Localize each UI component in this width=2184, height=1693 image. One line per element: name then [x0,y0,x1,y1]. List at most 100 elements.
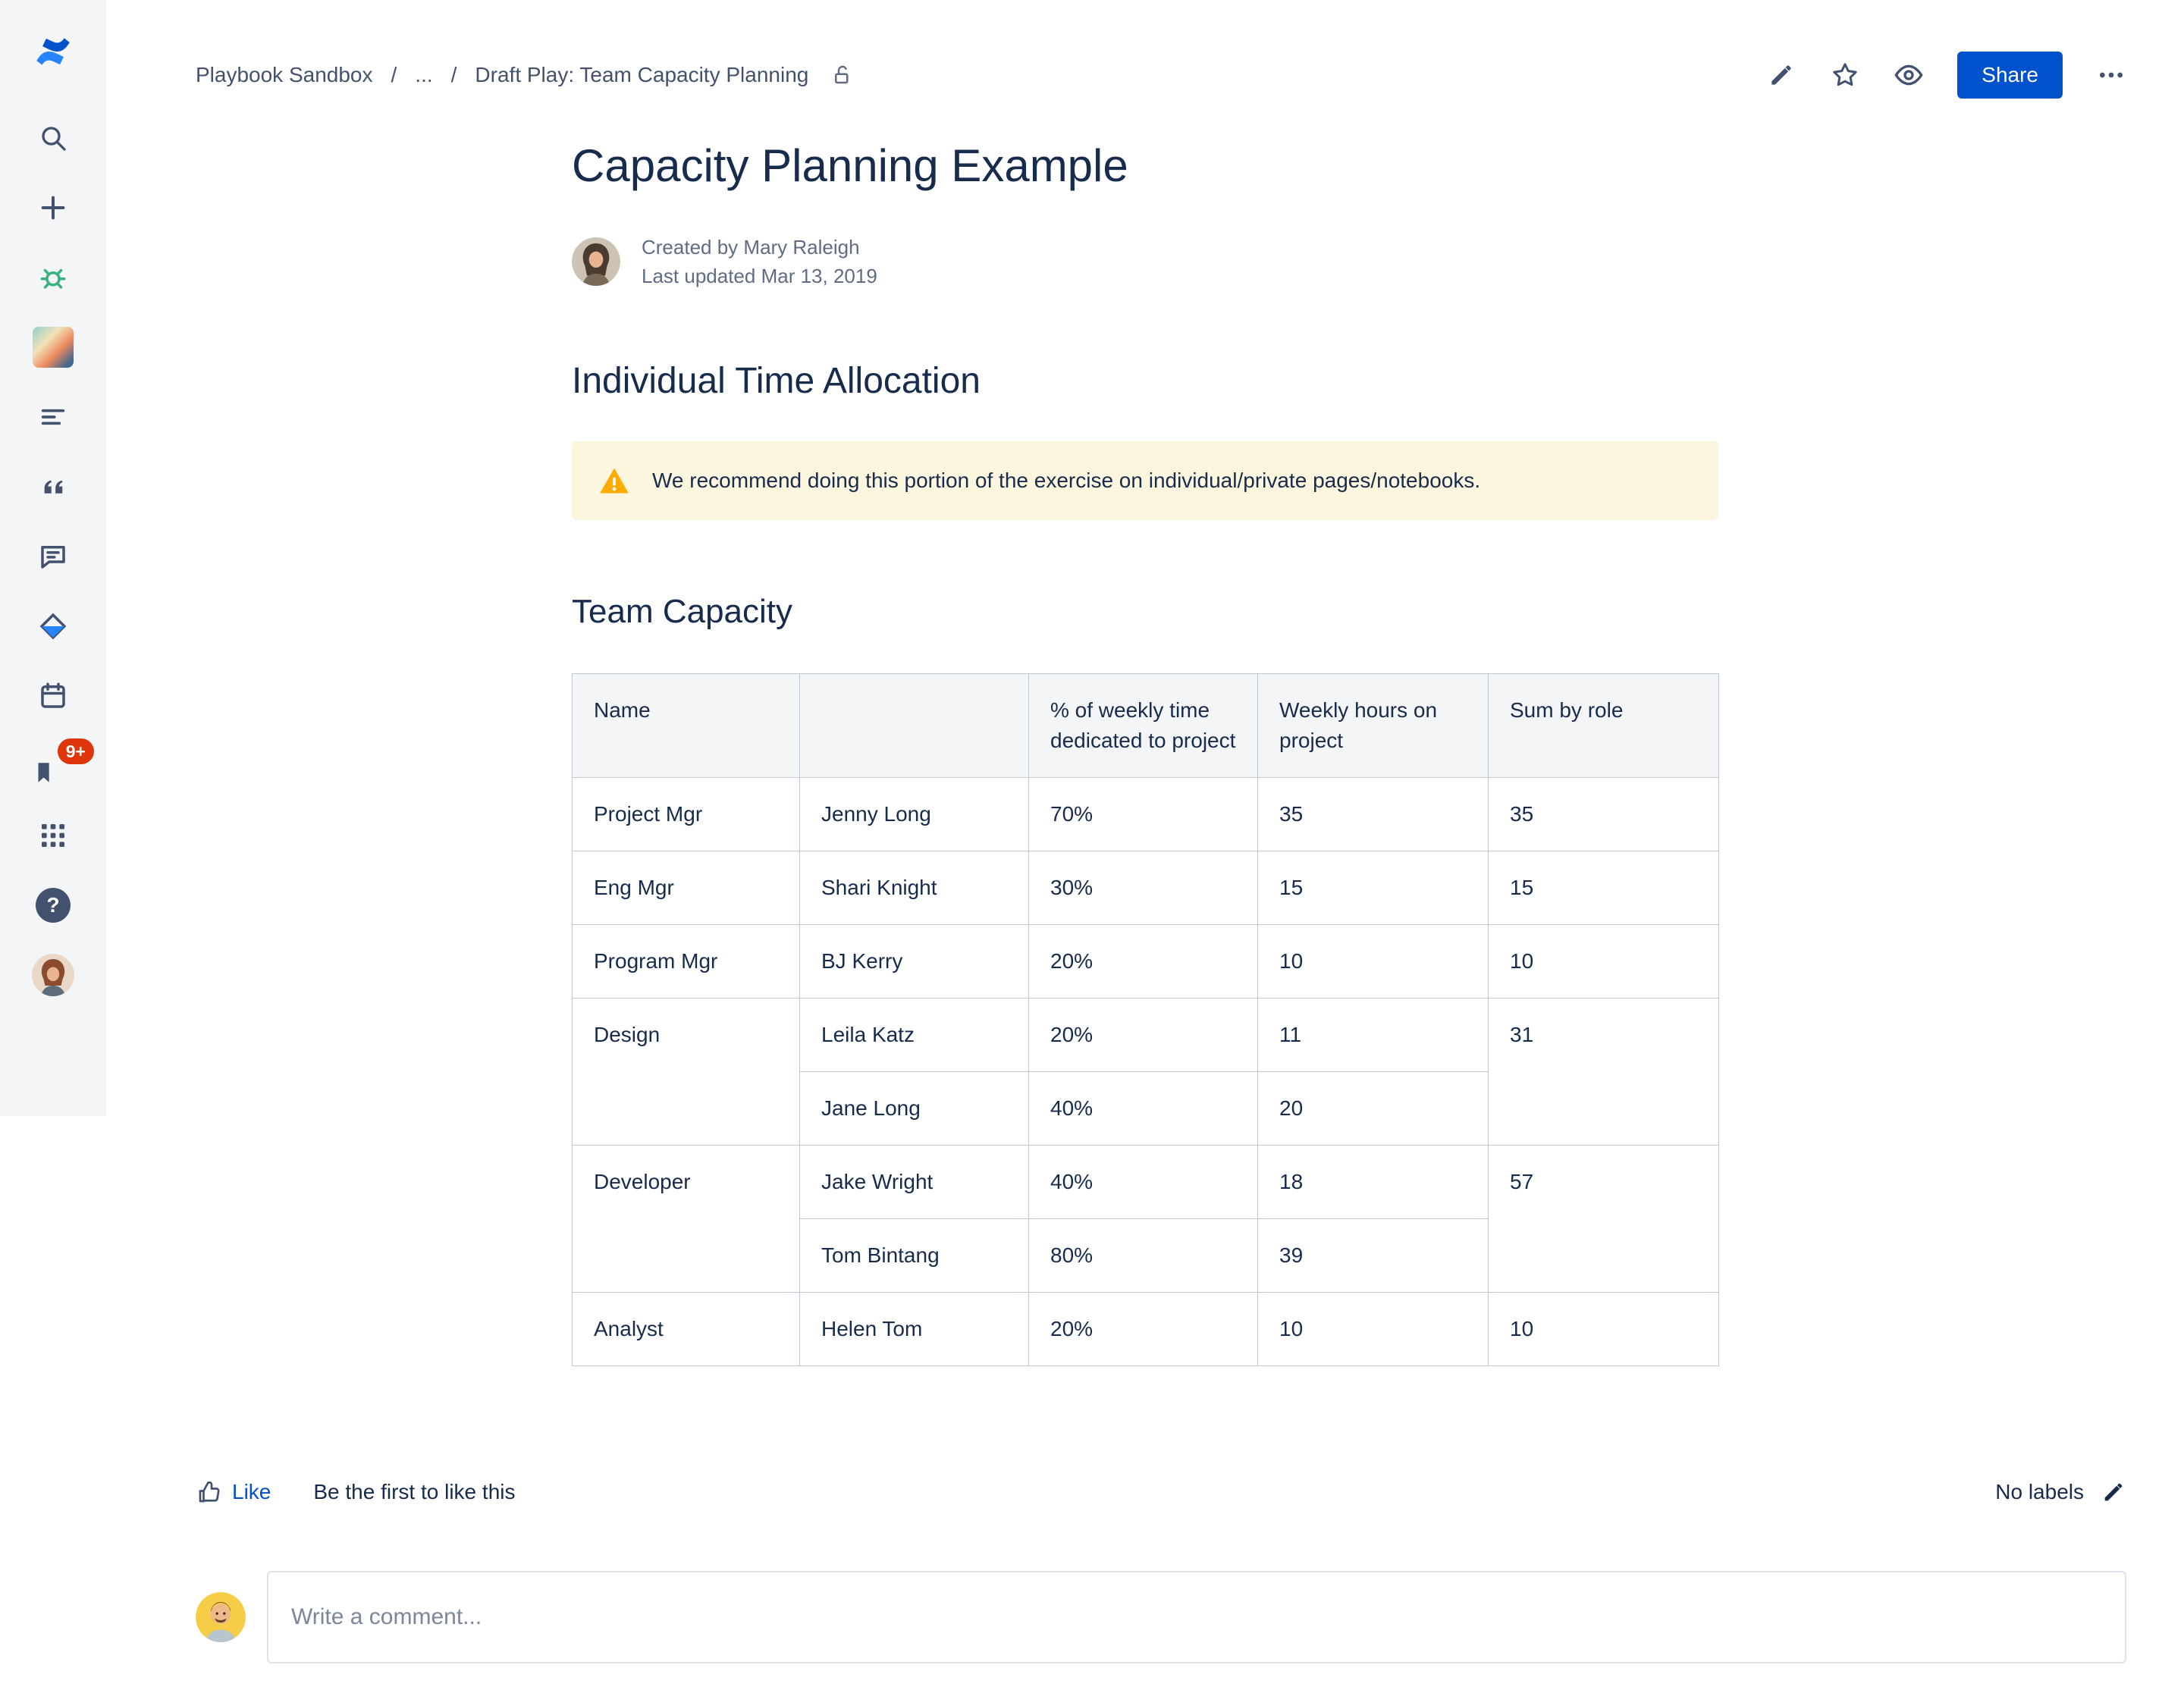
breadcrumb-page-link[interactable]: Draft Play: Team Capacity Planning [475,63,809,86]
sidebar-user-avatar-image [32,954,74,996]
space-avatar-thumbnail [33,327,74,368]
table-row: Developer Jake Wright 40% 18 57 [572,1145,1719,1293]
cell-hours: 18 [1257,1145,1489,1219]
page-footer: Like Be the first to like this No labels [196,1478,2126,1506]
edit-labels-icon[interactable] [2101,1479,2126,1505]
more-ellipsis-icon[interactable] [2096,60,2126,90]
cell-percent: 30% [1028,851,1258,925]
capacity-table-body: Project Mgr Jenny Long 70% 35 35 Eng Mgr Shari… [572,777,1719,1366]
calendar-icon[interactable] [0,675,106,717]
cell-hours: 10 [1257,1292,1489,1366]
last-updated: Last updated Mar 13, 2019 [642,265,877,287]
unlock-icon[interactable] [831,64,854,86]
table-row: Analyst Helen Tom 20% 10 10 [572,1292,1719,1366]
cell-role: Project Mgr [572,777,800,851]
breadcrumb-separator: / [450,63,457,86]
like-hint: Be the first to like this [313,1480,516,1503]
col-header-name: Name [572,673,800,778]
cell-hours: 35 [1257,777,1489,851]
help-icon[interactable]: ? [0,884,106,926]
cell-hours: 39 [1257,1218,1489,1293]
help-glyph: ? [46,893,60,917]
cell-percent: 20% [1028,998,1258,1072]
cell-sum: 10 [1488,924,1719,999]
cell-role: Design [572,998,800,1146]
main-area: Playbook Sandbox / ... / Draft Play: Tea… [106,0,2184,1663]
create-plus-icon[interactable] [0,187,106,229]
diamond-icon[interactable] [0,605,106,647]
space-avatar[interactable] [0,326,106,368]
byline: Created by Mary Raleigh Last updated Mar… [572,233,1718,290]
cell-percent: 20% [1028,924,1258,999]
cell-role: Eng Mgr [572,851,800,925]
app-grid-icon[interactable] [0,814,106,857]
cell-hours: 20 [1257,1071,1489,1146]
col-header-sum-by-role: Sum by role [1488,673,1719,778]
labels-text: No labels [1995,1480,2084,1503]
created-by: Created by Mary Raleigh [642,236,860,259]
sidebar-user-avatar[interactable] [0,954,106,996]
table-row: Project Mgr Jenny Long 70% 35 35 [572,777,1719,851]
cell-percent: 70% [1028,777,1258,851]
align-left-icon[interactable] [0,396,106,438]
breadcrumb-ellipsis-link[interactable]: ... [415,63,433,86]
page-topbar: Playbook Sandbox / ... / Draft Play: Tea… [106,0,2184,99]
team-capacity-heading: Team Capacity [572,593,793,630]
breadcrumb-space-link[interactable]: Playbook Sandbox [196,63,373,86]
page-content: Capacity Planning Example Created by Mar… [572,140,1719,1366]
like-label: Like [232,1480,271,1503]
table-row: Design Leila Katz 20% 11 31 [572,998,1719,1146]
cell-hours: 15 [1257,851,1489,925]
page-actions: Share [1766,52,2126,99]
cell-sum: 15 [1488,851,1719,925]
cell-role: Program Mgr [572,924,800,999]
confluence-logo[interactable] [0,30,106,73]
cell-hours: 11 [1257,998,1489,1072]
cell-percent: 40% [1028,1145,1258,1219]
comment-bubble-icon[interactable] [0,535,106,578]
col-header-percent: % of weekly time dedicated to project [1028,673,1258,778]
cell-name: Leila Katz [799,998,1029,1072]
cell-sum: 35 [1488,777,1719,851]
commenter-avatar [196,1592,246,1642]
breadcrumb-separator: / [391,63,397,86]
warning-panel: We recommend doing this portion of the e… [572,441,1718,520]
table-header-row: Name % of weekly time dedicated to proje… [572,673,1719,778]
cell-sum: 31 [1488,998,1719,1146]
individual-heading: Individual Time Allocation [572,361,981,401]
table-row: Jane Long 40% 20 [573,1071,1719,1146]
share-button[interactable]: Share [1957,52,2063,99]
table-row: Program Mgr BJ Kerry 20% 10 10 [572,924,1719,999]
author-avatar[interactable] [572,237,620,286]
cell-hours: 10 [1257,924,1489,999]
star-icon[interactable] [1830,60,1860,90]
cell-role: Developer [572,1145,800,1293]
cell-role: Analyst [572,1292,800,1366]
cell-name: Jane Long [799,1071,1029,1146]
cell-percent: 40% [1028,1071,1258,1146]
cell-name: Tom Bintang [799,1218,1029,1293]
edit-pencil-icon[interactable] [1766,60,1796,90]
quote-icon[interactable] [0,466,106,508]
thumbs-up-icon [199,1481,220,1503]
watch-eye-icon[interactable] [1894,60,1924,90]
cell-sum: 10 [1488,1292,1719,1366]
warning-text: We recommend doing this portion of the e… [652,469,1481,492]
flag-notifications-icon[interactable]: 9+ [0,738,106,787]
cell-name: Jenny Long [799,777,1029,851]
like-group: Like Be the first to like this [196,1478,515,1506]
cell-name: Shari Knight [799,851,1029,925]
cell-name: Jake Wright [799,1145,1029,1219]
like-button[interactable]: Like [196,1478,271,1506]
confluence-logo-icon [36,38,70,65]
green-bug-icon[interactable] [0,256,106,299]
breadcrumb: Playbook Sandbox / ... / Draft Play: Tea… [196,63,854,87]
labels-group: No labels [1995,1479,2126,1505]
app-sidebar: 9+ ? [0,0,106,1116]
search-icon[interactable] [0,117,106,159]
cell-name: Helen Tom [799,1292,1029,1366]
comment-input[interactable] [267,1571,2126,1663]
cell-name: BJ Kerry [799,924,1029,999]
notification-badge: 9+ [57,738,94,764]
col-header-weekly-hours: Weekly hours on project [1257,673,1489,778]
